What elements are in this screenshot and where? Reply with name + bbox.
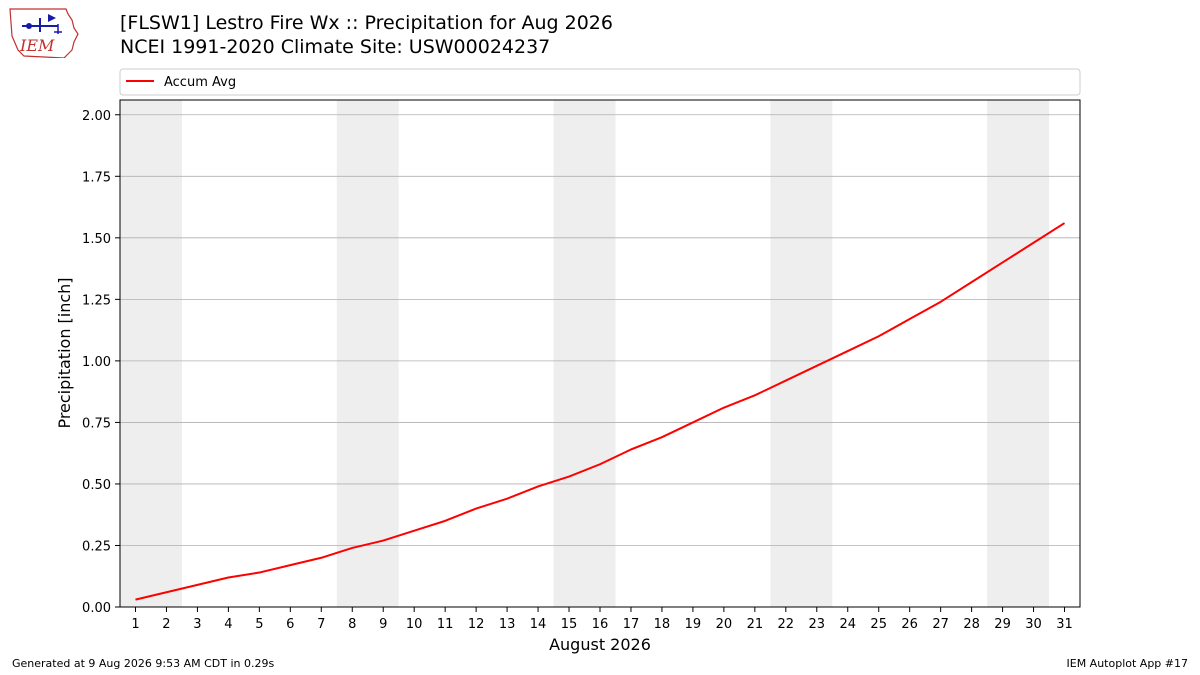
weekend-band xyxy=(987,100,1050,607)
y-tick-label: 0.00 xyxy=(82,601,111,616)
x-tick-label: 17 xyxy=(623,617,640,632)
weekend-band xyxy=(120,100,182,607)
x-tick-label: 25 xyxy=(870,617,887,632)
footer-app: IEM Autoplot App #17 xyxy=(1066,657,1189,670)
x-tick-label: 31 xyxy=(1056,617,1073,632)
legend-label: Accum Avg xyxy=(164,75,236,90)
x-tick-label: 27 xyxy=(932,617,949,632)
weekend-band xyxy=(553,100,616,607)
x-tick-label: 21 xyxy=(747,617,764,632)
x-tick-label: 20 xyxy=(716,617,733,632)
y-axis-label: Precipitation [inch] xyxy=(55,277,74,428)
x-tick-label: 16 xyxy=(592,617,609,632)
x-tick-label: 3 xyxy=(193,617,201,632)
y-tick-label: 1.00 xyxy=(82,355,111,370)
y-tick-label: 0.75 xyxy=(82,416,111,431)
x-tick-label: 10 xyxy=(406,617,423,632)
x-tick-label: 14 xyxy=(530,617,547,632)
x-tick-label: 30 xyxy=(1025,617,1042,632)
x-tick-label: 1 xyxy=(131,617,139,632)
x-tick-label: 28 xyxy=(963,617,980,632)
y-axis: 0.00 0.25 0.50 0.75 1.00 1.25 1.50 1.75 2.00 xyxy=(82,109,120,616)
y-tick-label: 0.50 xyxy=(82,478,111,493)
legend: Accum Avg xyxy=(119,68,1081,96)
y-tick-label: 0.25 xyxy=(82,539,111,554)
series-lines xyxy=(135,222,1066,601)
iem-logo: IEM xyxy=(9,8,79,58)
x-tick-label: 2 xyxy=(162,617,170,632)
x-tick-label: 13 xyxy=(499,617,516,632)
x-tick-label: 19 xyxy=(685,617,702,632)
y-tick-label: 2.00 xyxy=(82,109,111,124)
chart-subtitle: NCEI 1991-2020 Climate Site: USW00024237 xyxy=(120,36,551,58)
x-tick-label: 7 xyxy=(317,617,325,632)
x-axis-label: August 2026 xyxy=(549,635,651,654)
y-tick-label: 1.25 xyxy=(82,293,111,308)
x-tick-label: 9 xyxy=(379,617,387,632)
x-tick-label: 12 xyxy=(468,617,485,632)
x-tick-label: 15 xyxy=(561,617,578,632)
x-tick-label: 18 xyxy=(654,617,671,632)
weekend-bands xyxy=(120,100,1050,607)
x-tick-label: 4 xyxy=(224,617,232,632)
x-tick-label: 23 xyxy=(809,617,826,632)
chart-title: [FLSW1] Lestro Fire Wx :: Precipitation … xyxy=(120,12,613,34)
logo-text: IEM xyxy=(19,36,55,55)
iowa-weather-logo-icon xyxy=(9,8,79,58)
x-axis: 1 2 3 4 5 6 7 8 9 10 11 12 13 14 15 16 17 18 19 20 21 22 23 24 2… xyxy=(131,607,1073,632)
x-tick-label: 11 xyxy=(437,617,454,632)
x-tick-label: 8 xyxy=(348,617,356,632)
x-tick-label: 24 xyxy=(839,617,856,632)
x-tick-label: 5 xyxy=(255,617,263,632)
weekend-band xyxy=(336,100,399,607)
x-tick-label: 6 xyxy=(286,617,294,632)
footer-generated: Generated at 9 Aug 2026 9:53 AM CDT in 0… xyxy=(12,657,275,670)
x-tick-label: 22 xyxy=(778,617,795,632)
series-line-accum-avg xyxy=(135,222,1066,601)
y-tick-label: 1.75 xyxy=(82,170,111,185)
x-tick-label: 26 xyxy=(901,617,918,632)
x-tick-label: 29 xyxy=(994,617,1011,632)
y-tick-label: 1.50 xyxy=(82,232,111,247)
legend-box xyxy=(119,68,1081,96)
weekend-band xyxy=(770,100,833,607)
